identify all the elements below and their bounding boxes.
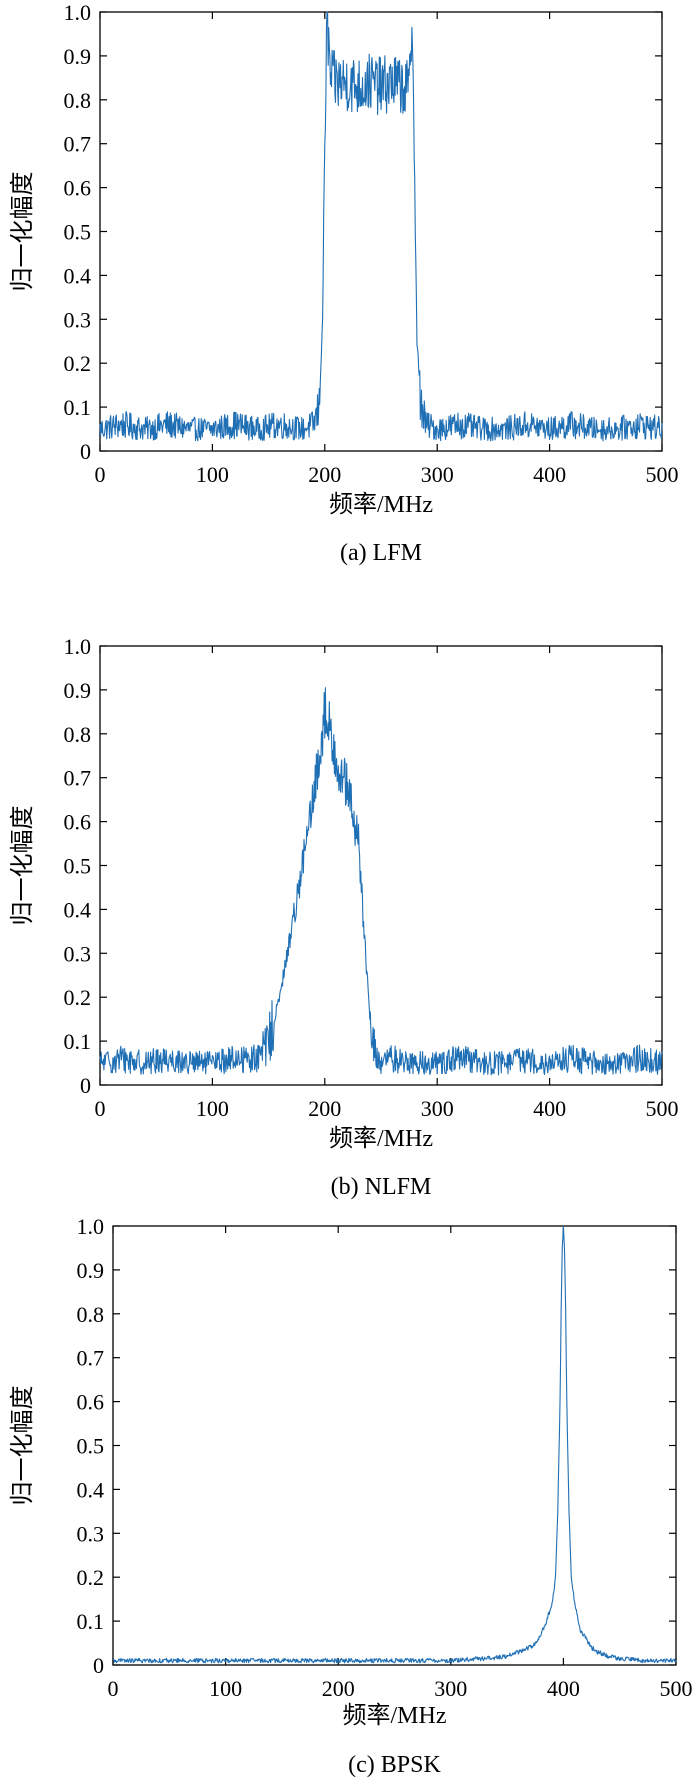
y-tick-label: 0.1 <box>77 1609 105 1634</box>
y-axis-title: 归一化幅度 <box>9 1386 36 1506</box>
x-tick-label: 300 <box>434 1676 467 1701</box>
x-tick-label: 200 <box>308 1096 341 1121</box>
x-tick-label: 500 <box>646 1096 679 1121</box>
y-tick-label: 0 <box>80 1073 91 1098</box>
axis-ticks: 0 100 200 300 400 500 0 0.1 0.2 0.3 0.4 0.5 0.6 0.7 0.… <box>64 634 679 1121</box>
y-axis-title: 归一化幅度 <box>9 806 36 926</box>
y-tick-label: 0.1 <box>64 1029 92 1054</box>
y-tick-label: 0.7 <box>64 766 92 791</box>
y-tick-label: 0.9 <box>64 678 92 703</box>
plot-frame <box>112 1225 677 1666</box>
y-tick-label: 0.9 <box>77 1258 105 1283</box>
x-tick-label: 400 <box>547 1676 580 1701</box>
y-tick-label: 0.5 <box>64 220 92 245</box>
y-tick-label: 0.4 <box>64 897 92 922</box>
series-line <box>112 1225 677 1664</box>
y-tick-label: 0.3 <box>64 307 92 332</box>
x-tick-label: 500 <box>646 462 679 487</box>
y-tick-label: 0.5 <box>64 854 92 879</box>
y-tick-label: 1.0 <box>77 1214 105 1239</box>
y-tick-label: 0.4 <box>64 263 92 288</box>
y-tick-label: 0.8 <box>77 1302 105 1327</box>
y-tick-label: 0 <box>93 1653 104 1678</box>
y-tick-label: 0.3 <box>77 1521 105 1546</box>
y-tick-label: 0.2 <box>77 1565 105 1590</box>
y-tick-label: 0.7 <box>64 132 92 157</box>
x-tick-label: 200 <box>322 1676 355 1701</box>
x-tick-label: 100 <box>196 462 229 487</box>
y-tick-label: 0.1 <box>64 395 92 420</box>
chart-panel-lfm: 0 100 200 300 400 500 0 0.1 0.2 0.3 0.4 0.5 0.6 0.7 0.… <box>9 0 679 566</box>
x-tick-label: 300 <box>421 1096 454 1121</box>
x-tick-label: 500 <box>660 1676 693 1701</box>
panel-caption: (c) BPSK <box>348 1752 441 1778</box>
y-tick-label: 0.2 <box>64 351 92 376</box>
y-tick-label: 0.2 <box>64 985 92 1010</box>
x-tick-label: 200 <box>308 462 341 487</box>
chart-panel-bpsk: 0 100 200 300 400 500 0 0.1 0.2 0.3 0.4 0.5 0.6 0.7 0.… <box>9 1214 693 1778</box>
series-line <box>99 11 663 442</box>
y-tick-label: 0.3 <box>64 941 92 966</box>
y-tick-label: 1.0 <box>64 0 92 25</box>
x-axis-title: 频率/MHz <box>343 1702 447 1729</box>
x-tick-label: 100 <box>196 1096 229 1121</box>
x-tick-label: 0 <box>95 462 106 487</box>
x-tick-label: 300 <box>421 462 454 487</box>
series-line <box>99 687 663 1076</box>
x-tick-label: 400 <box>533 1096 566 1121</box>
y-axis-title: 归一化幅度 <box>9 172 36 292</box>
x-tick-label: 0 <box>108 1676 119 1701</box>
y-tick-label: 0.4 <box>77 1477 105 1502</box>
plot-frame <box>99 645 663 1086</box>
y-tick-label: 0.7 <box>77 1346 105 1371</box>
y-tick-label: 0.8 <box>64 88 92 113</box>
y-tick-label: 0.9 <box>64 44 92 69</box>
x-axis-title: 频率/MHz <box>329 1125 433 1152</box>
y-tick-label: 0.6 <box>64 810 92 835</box>
y-tick-label: 0.5 <box>77 1434 105 1459</box>
x-tick-label: 0 <box>95 1096 106 1121</box>
axis-ticks: 0 100 200 300 400 500 0 0.1 0.2 0.3 0.4 0.5 0.6 0.7 0.… <box>77 1214 693 1701</box>
y-tick-label: 0.6 <box>77 1390 105 1415</box>
axis-ticks: 0 100 200 300 400 500 0 0.1 0.2 0.3 0.4 0.5 0.6 0.7 0.… <box>64 0 679 487</box>
x-tick-label: 100 <box>209 1676 242 1701</box>
x-tick-label: 400 <box>533 462 566 487</box>
y-tick-label: 1.0 <box>64 634 92 659</box>
panel-caption: (b) NLFM <box>331 1174 432 1200</box>
y-tick-label: 0 <box>80 439 91 464</box>
chart-panel-nlfm: 0 100 200 300 400 500 0 0.1 0.2 0.3 0.4 0.5 0.6 0.7 0.… <box>9 634 679 1200</box>
y-tick-label: 0.8 <box>64 722 92 747</box>
x-axis-title: 频率/MHz <box>329 491 433 518</box>
y-tick-label: 0.6 <box>64 176 92 201</box>
panel-caption: (a) LFM <box>340 540 422 566</box>
